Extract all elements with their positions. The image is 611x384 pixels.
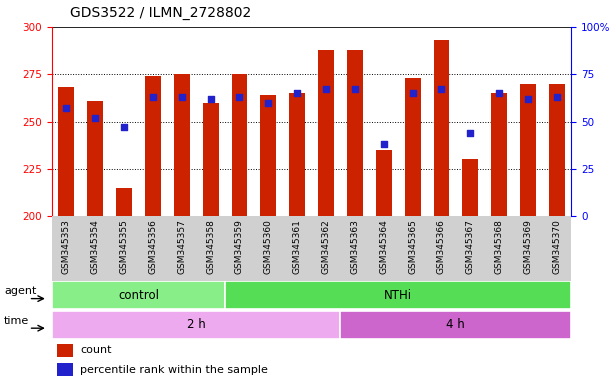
Text: GSM345355: GSM345355 — [120, 220, 128, 274]
Text: percentile rank within the sample: percentile rank within the sample — [81, 364, 268, 374]
Bar — [145, 76, 161, 216]
Point — [523, 96, 533, 102]
Point — [177, 94, 187, 100]
Text: GSM345358: GSM345358 — [206, 220, 215, 274]
Text: NTHi: NTHi — [384, 289, 412, 302]
Text: GDS3522 / ILMN_2728802: GDS3522 / ILMN_2728802 — [70, 6, 252, 20]
Point — [408, 90, 417, 96]
Point — [90, 115, 100, 121]
Text: GSM345361: GSM345361 — [293, 220, 302, 274]
Bar — [87, 101, 103, 216]
Point — [235, 94, 244, 100]
Text: 4 h: 4 h — [447, 318, 465, 331]
Text: 2 h: 2 h — [187, 318, 205, 331]
Text: GSM345367: GSM345367 — [466, 220, 475, 274]
Bar — [174, 74, 189, 216]
Point — [494, 90, 504, 96]
Bar — [340, 311, 571, 339]
Point — [263, 99, 273, 106]
Point — [62, 105, 71, 111]
Point — [466, 130, 475, 136]
Text: GSM345354: GSM345354 — [90, 220, 100, 274]
Point — [552, 94, 562, 100]
Bar — [260, 95, 276, 216]
Text: count: count — [81, 346, 112, 356]
Text: GSM345359: GSM345359 — [235, 220, 244, 274]
Bar — [520, 84, 536, 216]
Bar — [289, 93, 305, 216]
Bar — [376, 150, 392, 216]
Bar — [116, 188, 132, 216]
Text: GSM345365: GSM345365 — [408, 220, 417, 274]
Text: GSM345363: GSM345363 — [350, 220, 359, 274]
Bar — [347, 50, 363, 216]
Bar — [57, 344, 73, 357]
Point — [148, 94, 158, 100]
Bar — [52, 311, 340, 339]
Bar — [225, 281, 571, 309]
Point — [437, 86, 447, 93]
Bar — [57, 363, 73, 376]
Bar — [232, 74, 247, 216]
Point — [206, 96, 216, 102]
Point — [119, 124, 129, 130]
Bar — [59, 88, 75, 216]
Text: GSM345360: GSM345360 — [264, 220, 273, 274]
Text: GSM345362: GSM345362 — [321, 220, 331, 274]
Text: GSM345366: GSM345366 — [437, 220, 446, 274]
Text: GSM345370: GSM345370 — [552, 220, 562, 274]
Point — [350, 86, 360, 93]
Bar — [434, 40, 449, 216]
Text: time: time — [4, 316, 29, 326]
Text: GSM345364: GSM345364 — [379, 220, 388, 274]
Text: GSM345369: GSM345369 — [524, 220, 533, 274]
Text: GSM345356: GSM345356 — [148, 220, 158, 274]
Text: GSM345353: GSM345353 — [62, 220, 71, 274]
Bar — [203, 103, 219, 216]
Bar — [404, 78, 420, 216]
Bar — [549, 84, 565, 216]
Bar — [463, 159, 478, 216]
Text: control: control — [118, 289, 159, 302]
Text: GSM345368: GSM345368 — [495, 220, 503, 274]
Bar — [52, 281, 225, 309]
Point — [321, 86, 331, 93]
Point — [379, 141, 389, 147]
Text: agent: agent — [4, 286, 37, 296]
Bar — [318, 50, 334, 216]
Text: GSM345357: GSM345357 — [177, 220, 186, 274]
Bar — [491, 93, 507, 216]
Point — [292, 90, 302, 96]
